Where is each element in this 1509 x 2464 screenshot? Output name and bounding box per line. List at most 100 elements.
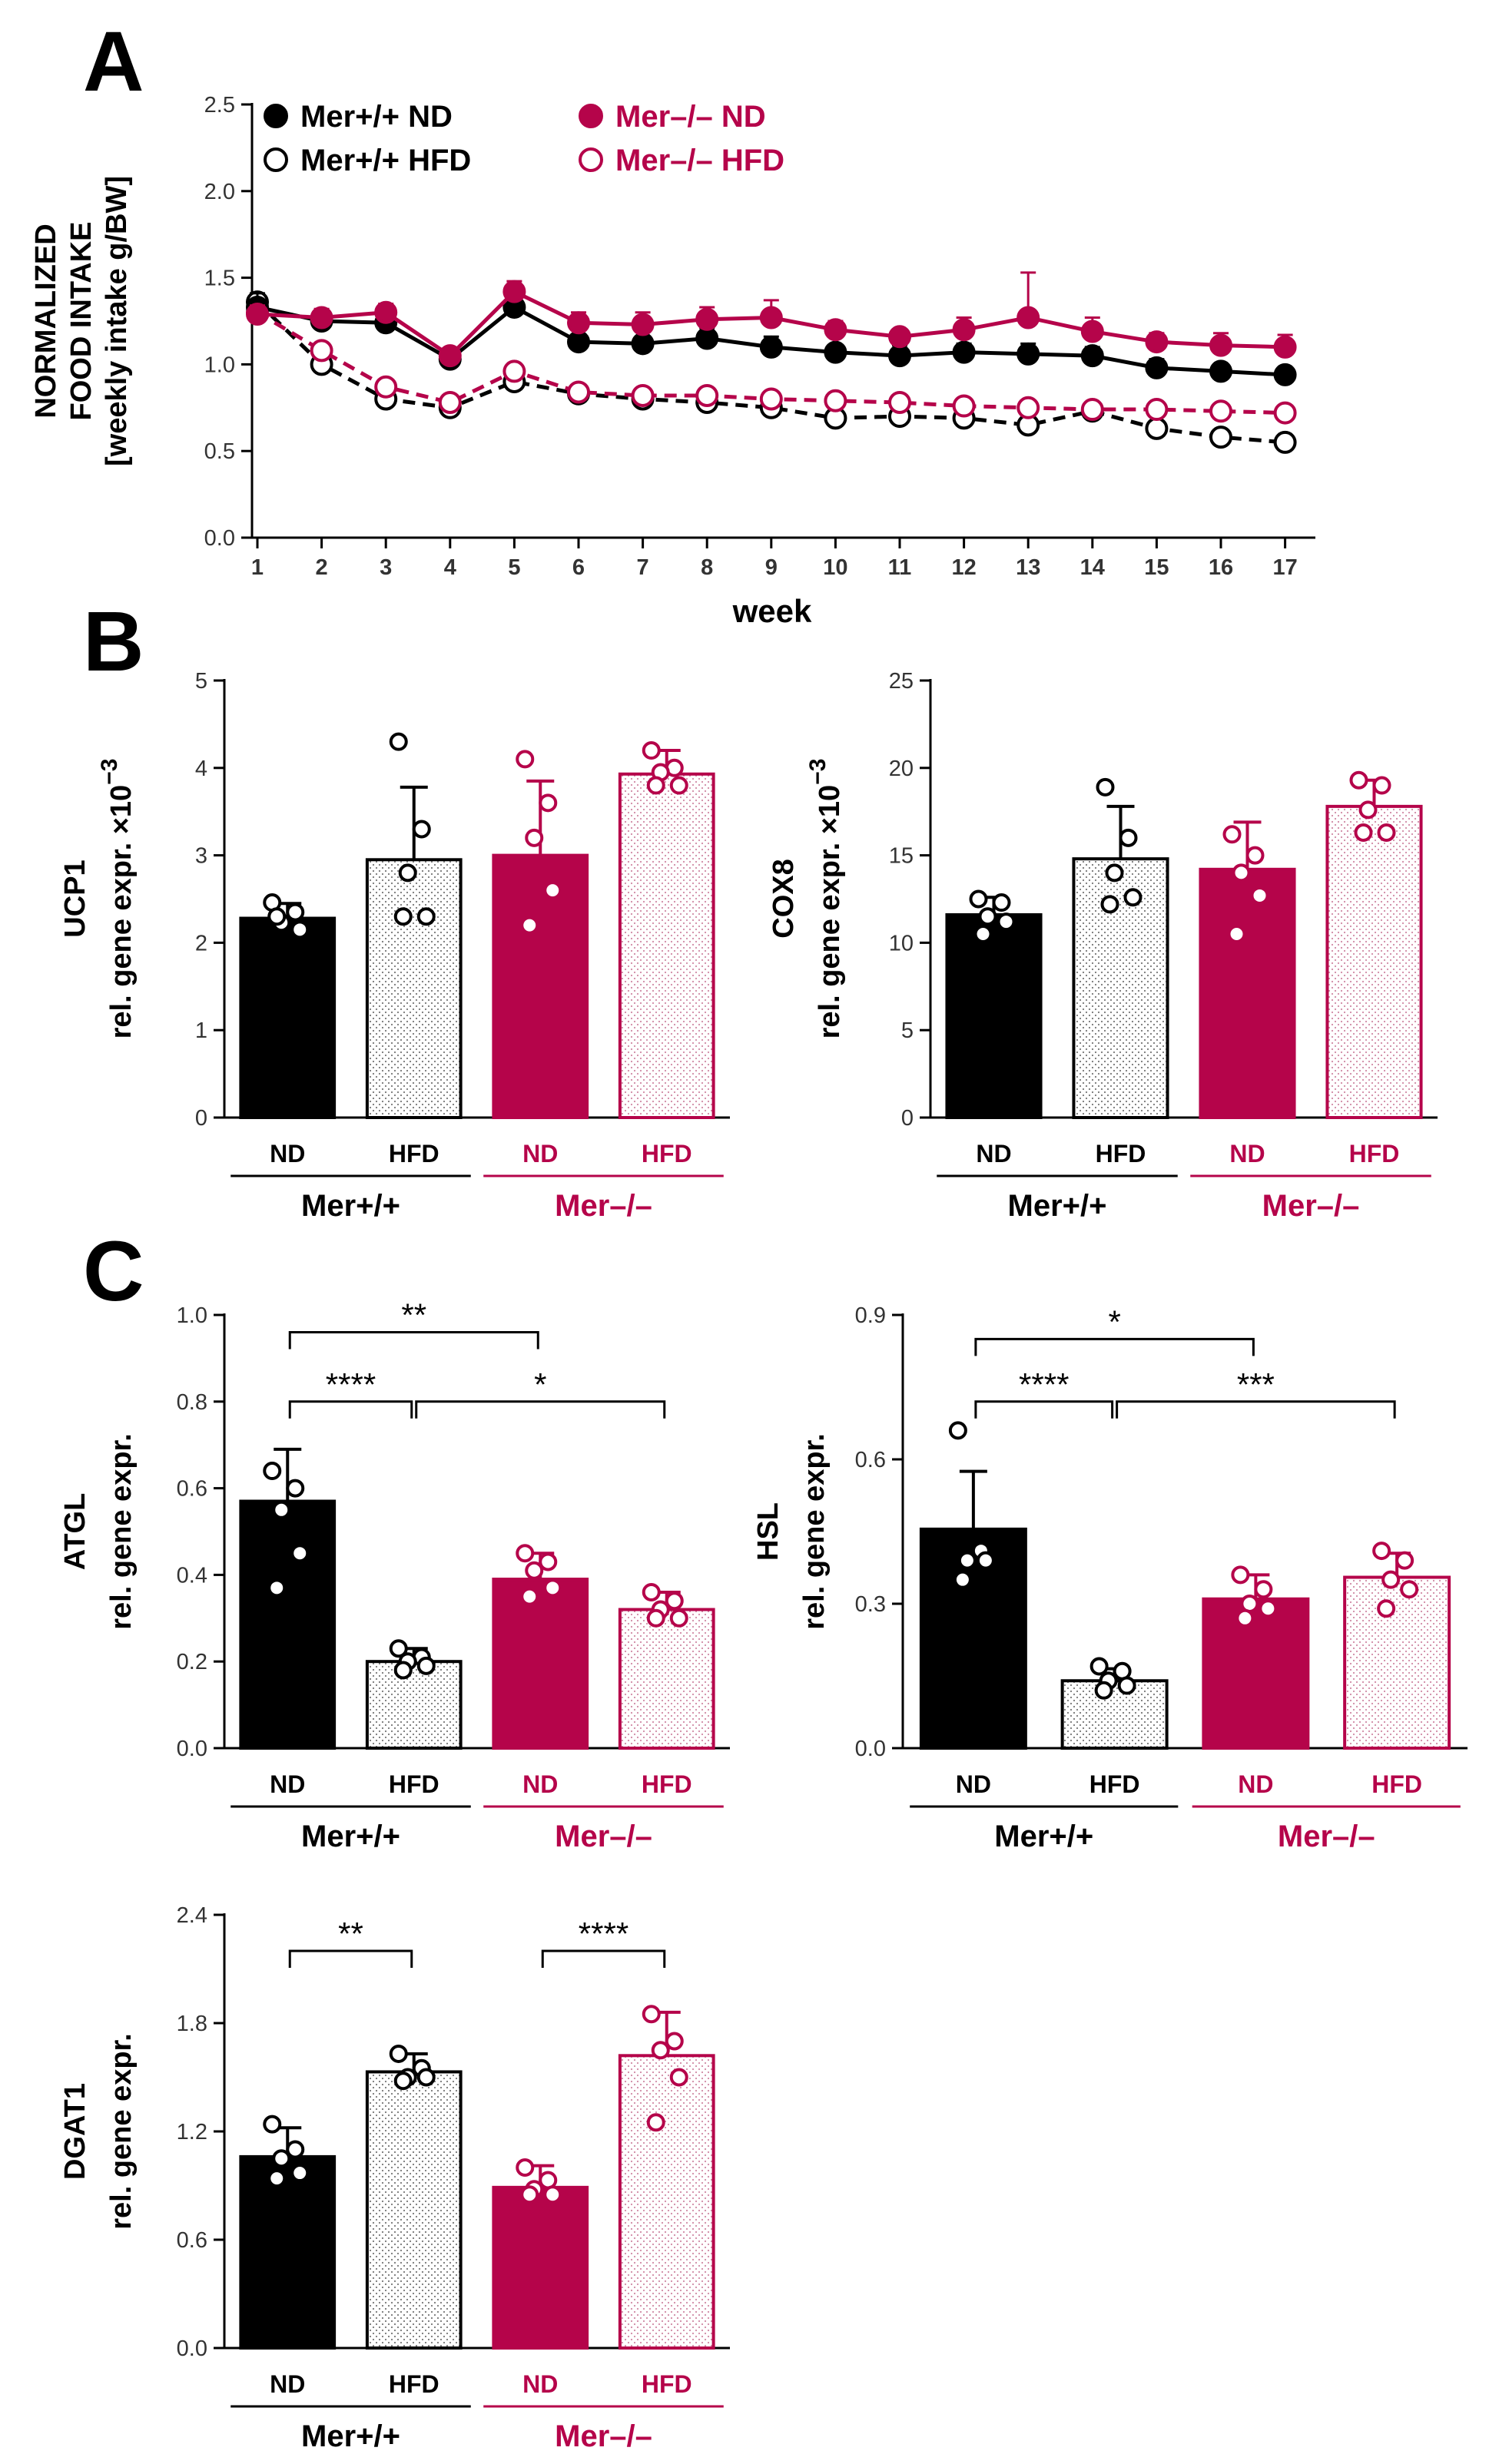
y-tick-label: 3 xyxy=(195,844,207,869)
bar-group xyxy=(365,1639,463,1750)
legend-label: Mer–/– ND xyxy=(615,100,766,134)
bar-group xyxy=(919,1421,1027,1750)
legend-entry: Mer–/– HFD xyxy=(579,144,784,177)
data-point xyxy=(1123,888,1143,907)
data-point xyxy=(416,1656,436,1675)
bracket-line xyxy=(288,1949,413,1968)
data-point xyxy=(973,925,993,944)
atgl-chart: 0.0 0.2 0.4 0.6 0.8 1.0 ATGL rel. gene expr. ND H… xyxy=(59,1297,730,1853)
data-point xyxy=(1349,770,1368,790)
genotype-label: Mer+/+ xyxy=(994,1820,1093,1853)
x-tick-label: 15 xyxy=(1144,555,1169,580)
data-point xyxy=(290,1544,310,1563)
significance-bracket: **** xyxy=(974,1366,1114,1419)
genotype-label: Mer–/– xyxy=(555,1189,652,1223)
y-tick-label: 0.0 xyxy=(855,1737,886,1761)
bar-group xyxy=(1343,1542,1451,1750)
data-point xyxy=(263,2115,282,2134)
data-point xyxy=(389,1639,408,1658)
x-tick-label: 3 xyxy=(380,555,392,580)
category-label: HFD xyxy=(1096,1140,1146,1167)
legend-label: Mer+/+ HFD xyxy=(300,144,471,177)
legend-entry: Mer+/+ HFD xyxy=(264,144,471,177)
category-label: HFD xyxy=(389,1140,439,1167)
data-point xyxy=(389,732,408,751)
bar xyxy=(239,1499,337,1750)
y-tick-label: 0.0 xyxy=(204,526,235,551)
data-point xyxy=(567,380,590,404)
y-tick-label: 25 xyxy=(889,669,914,694)
data-point xyxy=(1354,823,1373,843)
y-tick-label: 20 xyxy=(889,757,914,781)
data-point xyxy=(646,776,665,795)
bracket-line xyxy=(1116,1400,1396,1419)
data-point xyxy=(1358,800,1378,820)
data-point xyxy=(953,1570,972,1589)
bar-group xyxy=(618,741,715,1119)
y-tick-label: 1.0 xyxy=(177,1303,207,1328)
y-axis-label-line: DGAT1 xyxy=(59,2083,91,2180)
category-label: HFD xyxy=(1371,1770,1422,1798)
bar xyxy=(239,2154,337,2350)
significance-bracket: ** xyxy=(288,1297,539,1350)
y-tick-label: 1.2 xyxy=(177,2120,207,2144)
y-axis-label: ATGL rel. gene expr. xyxy=(59,1433,138,1630)
data-point xyxy=(642,2005,661,2024)
data-point xyxy=(669,1608,688,1628)
data-point xyxy=(646,2113,665,2132)
y-axis-label-exponent: −3 xyxy=(97,759,122,785)
series-line xyxy=(256,300,1285,445)
data-point xyxy=(272,2149,291,2168)
bar xyxy=(618,1608,715,1750)
x-axis-label: week xyxy=(732,593,812,629)
legend-marker xyxy=(264,147,288,172)
data-point xyxy=(567,311,590,335)
bar xyxy=(1060,1679,1169,1750)
bar xyxy=(618,2054,715,2350)
y-tick-label: 0.8 xyxy=(177,1390,207,1415)
y-axis-label-line: COX8 xyxy=(768,859,800,938)
data-point xyxy=(1377,823,1396,843)
data-point xyxy=(1232,863,1251,883)
significance-label: **** xyxy=(579,1916,628,1952)
data-point xyxy=(520,916,539,935)
y-axis-label: NORMALIZED FOOD INTAKE [weekly intake g/BW… xyxy=(30,176,133,466)
x-tick-label: 6 xyxy=(572,555,585,580)
bar-group xyxy=(1060,1657,1169,1750)
y-axis-label-line: NORMALIZED xyxy=(30,224,62,418)
category-label: ND xyxy=(976,1140,1011,1167)
y-tick-label: 5 xyxy=(901,1018,914,1043)
data-point xyxy=(416,2068,436,2087)
bar xyxy=(492,2185,589,2350)
significance-label: ** xyxy=(401,1297,426,1333)
bar-group xyxy=(239,1447,337,1750)
data-point xyxy=(286,1479,305,1498)
y-tick-label: 15 xyxy=(889,844,914,869)
significance-bracket: **** xyxy=(541,1916,666,1968)
bar xyxy=(492,1578,589,1750)
data-point xyxy=(520,2185,539,2204)
y-axis-label-line: rel. gene expr. xyxy=(105,1433,138,1630)
data-point xyxy=(695,384,719,408)
y-axis-label-line: HSL xyxy=(752,1502,784,1561)
data-point xyxy=(1145,330,1169,354)
data-point xyxy=(978,907,997,926)
x-tick-label: 7 xyxy=(637,555,649,580)
data-point xyxy=(1080,344,1104,368)
bracket-line xyxy=(415,1400,666,1419)
y-tick-label: 1.5 xyxy=(204,267,235,291)
genotype-label: Mer+/+ xyxy=(301,2419,400,2453)
bracket-line xyxy=(974,1400,1114,1419)
y-tick-label: 2.0 xyxy=(204,180,235,204)
bracket-line xyxy=(974,1337,1255,1356)
x-tick-label: 17 xyxy=(1272,555,1297,580)
data-point xyxy=(1231,1565,1250,1585)
significance-label: * xyxy=(534,1366,546,1403)
category-label: ND xyxy=(1229,1140,1265,1167)
significance-label: **** xyxy=(1019,1366,1069,1403)
y-axis-label: UCP1 rel. gene expr. ×10−3 xyxy=(59,759,138,1039)
data-point xyxy=(1145,416,1169,440)
data-point xyxy=(374,300,398,324)
significance-label: ** xyxy=(338,1916,363,1952)
